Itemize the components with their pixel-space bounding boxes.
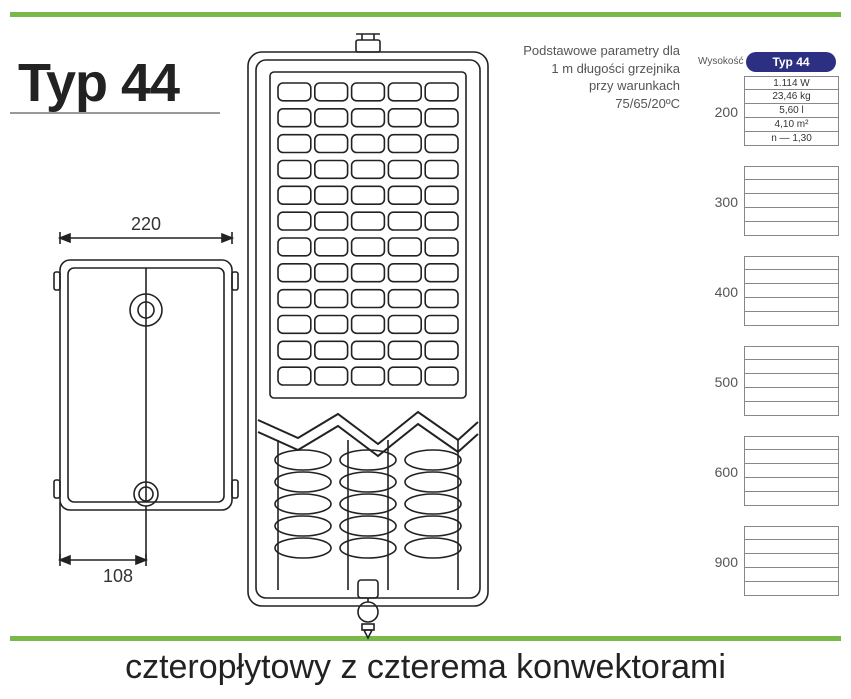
dim-width: 220 [131,214,161,234]
spec-row: n — 1,30 [744,132,839,146]
spec-row [744,256,839,270]
spec-group [744,436,839,506]
spec-group [744,166,839,236]
spec-row [744,436,839,450]
spec-group [744,526,839,596]
spec-group [744,256,839,326]
spec-row [744,208,839,222]
spec-row [744,194,839,208]
spec-row [744,388,839,402]
spec-row [744,298,839,312]
height-label: 900 [698,554,738,570]
spec-row [744,374,839,388]
spec-row [744,360,839,374]
spec-row [744,346,839,360]
spec-row: 4,10 m² [744,118,839,132]
spec-row [744,582,839,596]
spec-row [744,526,839,540]
spec-group: 1.114 W23,46 kg5,60 l4,10 m²n — 1,30 [744,76,839,146]
height-label: 200 [698,104,738,120]
spec-row [744,270,839,284]
footer-text: czteropłytowy z czterema konwektorami [0,648,851,687]
spec-row [744,478,839,492]
spec-row: 1.114 W [744,76,839,90]
spec-row: 5,60 l [744,104,839,118]
spec-row [744,450,839,464]
spec-row [744,222,839,236]
height-label: 300 [698,194,738,210]
spec-row [744,166,839,180]
height-label: 600 [698,464,738,480]
spec-row [744,180,839,194]
spec-row [744,284,839,298]
technical-drawing: 220 108 [0,0,851,640]
height-label: 500 [698,374,738,390]
spec-group [744,346,839,416]
dim-offset: 108 [103,566,133,586]
spec-row [744,312,839,326]
spec-row [744,402,839,416]
spec-row [744,540,839,554]
spec-row [744,492,839,506]
spec-row [744,568,839,582]
height-label: 400 [698,284,738,300]
spec-row [744,464,839,478]
spec-row: 23,46 kg [744,90,839,104]
spec-row [744,554,839,568]
